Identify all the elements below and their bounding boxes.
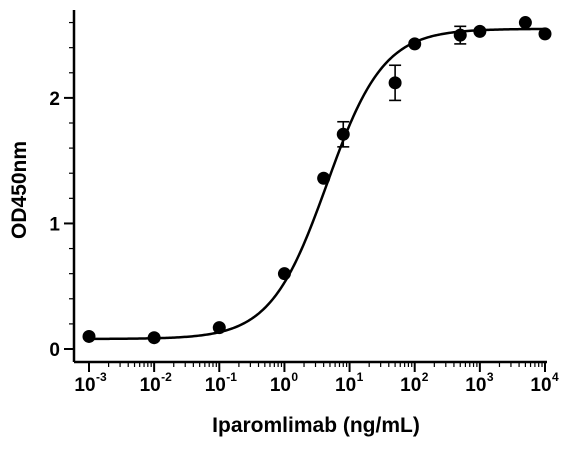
data-points	[82, 16, 552, 345]
x-tick-label-base: 10	[465, 375, 486, 396]
x-tick-label: 10 -1	[205, 370, 238, 396]
y-tick-label: 2	[49, 89, 60, 110]
x-tick-label-base: 10	[74, 375, 95, 396]
x-tick-label-base: 10	[400, 375, 421, 396]
x-axis-ticks: 10 -3 10 -2 10 -1 10 0 10 1 10 2 10 3 10 4	[74, 362, 559, 396]
x-tick-label-exponent: -3	[96, 370, 107, 384]
data-point	[147, 331, 161, 345]
data-point	[388, 76, 402, 90]
x-tick-label: 10 4	[530, 370, 559, 396]
x-tick-label-exponent: 0	[291, 370, 298, 384]
x-tick-label: 10 -2	[140, 370, 173, 396]
data-point	[453, 28, 467, 42]
x-tick-label-base: 10	[335, 375, 356, 396]
x-tick-label-exponent: 1	[357, 370, 364, 384]
data-point	[277, 267, 291, 281]
x-tick-label-base: 10	[205, 375, 226, 396]
data-point	[518, 16, 532, 30]
x-tick-label: 10 -3	[74, 370, 107, 396]
data-point	[82, 329, 96, 343]
x-tick-label: 10 3	[465, 370, 494, 396]
x-tick-label-base: 10	[270, 375, 291, 396]
x-axis-title: Iparomlimab (ng/mL)	[212, 414, 420, 437]
x-tick-label-base: 10	[140, 375, 161, 396]
data-point	[538, 27, 552, 41]
x-tick-label-exponent: 4	[552, 370, 559, 384]
x-tick-label: 10 0	[270, 370, 299, 396]
x-tick-label: 10 2	[400, 370, 429, 396]
y-tick-label: 0	[49, 340, 60, 361]
data-point	[408, 37, 422, 51]
data-point	[336, 127, 350, 141]
x-tick-label: 10 1	[335, 370, 364, 396]
y-tick-label: 1	[49, 214, 60, 235]
fit-curve	[88, 27, 546, 341]
data-point	[473, 24, 487, 38]
y-axis-ticks: 0 1 2	[49, 89, 74, 361]
x-tick-label-exponent: -2	[161, 370, 172, 384]
x-tick-label-exponent: 3	[487, 370, 494, 384]
data-point	[317, 171, 331, 185]
y-axis-title: OD450nm	[8, 141, 31, 239]
x-tick-label-exponent: -1	[226, 370, 237, 384]
error-bars	[337, 25, 467, 148]
x-tick-label-base: 10	[530, 375, 551, 396]
x-tick-label-exponent: 2	[422, 370, 429, 384]
data-point	[212, 321, 226, 335]
